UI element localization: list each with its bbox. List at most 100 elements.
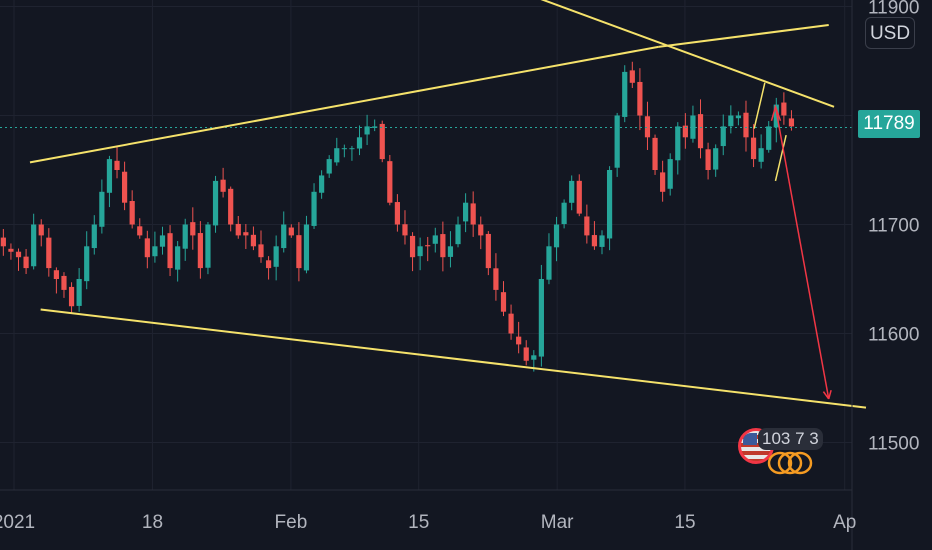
time-tick-label: 15 bbox=[408, 512, 429, 533]
candle-body bbox=[265, 260, 272, 269]
price-axis-labels[interactable]: 11500 11600 11700 11900 bbox=[868, 0, 919, 455]
projection-arrow[interactable] bbox=[770, 104, 832, 400]
candle-body bbox=[591, 235, 598, 247]
grid-lines bbox=[0, 0, 852, 490]
candle-body bbox=[364, 126, 370, 135]
price-tick-label: 11900 bbox=[868, 0, 919, 19]
candle-body bbox=[523, 347, 529, 361]
candle-body bbox=[713, 148, 719, 170]
candle-body bbox=[781, 102, 787, 116]
candle-body bbox=[493, 268, 499, 290]
trendline[interactable] bbox=[29, 45, 659, 164]
candle-body bbox=[311, 191, 317, 226]
price-tick-label: 11500 bbox=[868, 434, 919, 455]
wedge-line[interactable] bbox=[753, 82, 766, 129]
trendline[interactable] bbox=[419, 0, 835, 108]
candle-body bbox=[470, 203, 476, 225]
candle-body bbox=[705, 149, 711, 170]
trendline[interactable] bbox=[40, 308, 867, 409]
events-badge[interactable]: 103 7 3 bbox=[738, 426, 823, 478]
candle-body bbox=[190, 222, 196, 236]
candle-body bbox=[379, 123, 385, 160]
candle-body bbox=[167, 233, 173, 269]
wedge-line[interactable] bbox=[774, 134, 787, 182]
candle-body bbox=[675, 126, 681, 161]
candle-body bbox=[447, 246, 454, 257]
candle-body bbox=[46, 237, 52, 269]
candle-body bbox=[773, 104, 779, 128]
candle-body bbox=[341, 148, 347, 150]
time-tick-label: 18 bbox=[142, 512, 163, 533]
candle-body bbox=[720, 126, 726, 147]
candle-body bbox=[91, 224, 97, 249]
candle-body bbox=[440, 234, 446, 258]
time-tick-label: Mar bbox=[541, 512, 574, 533]
last-price-tag: 11789 bbox=[858, 110, 920, 138]
candle-body bbox=[175, 246, 181, 270]
candle-body bbox=[250, 234, 257, 247]
candle-body bbox=[432, 235, 438, 244]
candlesticks bbox=[0, 61, 795, 372]
candle-body bbox=[417, 246, 423, 257]
candle-body bbox=[31, 224, 37, 267]
candle-body bbox=[99, 191, 105, 227]
candle-body bbox=[220, 179, 226, 192]
events-count: 103 7 3 bbox=[758, 428, 823, 450]
candle-body bbox=[690, 115, 696, 139]
candle-body bbox=[228, 188, 234, 225]
candle-body bbox=[485, 233, 491, 269]
candle-body bbox=[356, 137, 363, 149]
candle-body bbox=[0, 237, 6, 247]
candle-body bbox=[281, 224, 287, 249]
candle-body bbox=[660, 172, 666, 192]
candle-body bbox=[425, 245, 431, 247]
candle-body bbox=[394, 202, 400, 225]
candle-body bbox=[152, 246, 158, 257]
projection-line[interactable] bbox=[774, 106, 830, 400]
candle-body bbox=[326, 159, 332, 174]
time-axis-labels[interactable]: 2021 18 Feb 15 Mar 15 Ap bbox=[0, 512, 856, 533]
candle-body bbox=[637, 81, 643, 116]
candle-body bbox=[463, 202, 469, 222]
candle-body bbox=[508, 313, 514, 334]
trendline[interactable] bbox=[658, 24, 829, 48]
candle-body bbox=[728, 115, 734, 127]
candle-body bbox=[667, 159, 673, 189]
candle-body bbox=[682, 125, 688, 138]
time-tick-label: 15 bbox=[674, 512, 695, 533]
candle-body bbox=[243, 232, 249, 236]
candle-body bbox=[76, 279, 82, 306]
candle-body bbox=[296, 235, 302, 269]
candle-body bbox=[644, 116, 651, 138]
candle-body bbox=[387, 161, 393, 203]
candle-body bbox=[561, 202, 567, 225]
candle-body bbox=[743, 112, 749, 138]
candle-body bbox=[106, 159, 113, 193]
candle-body bbox=[182, 224, 188, 249]
candle-body bbox=[84, 246, 90, 282]
candle-body bbox=[129, 201, 135, 225]
candle-body bbox=[735, 115, 742, 119]
candle-body bbox=[622, 71, 628, 117]
candle-body bbox=[538, 279, 544, 357]
price-tick-label: 11600 bbox=[868, 325, 919, 346]
candle-body bbox=[235, 223, 241, 236]
candle-body bbox=[750, 137, 757, 160]
projection-arrowhead bbox=[822, 391, 830, 400]
candle-body bbox=[53, 270, 59, 279]
candle-body bbox=[258, 244, 264, 258]
candle-body bbox=[409, 235, 416, 258]
candle-body bbox=[516, 336, 522, 345]
currency-unit-label[interactable]: USD bbox=[865, 17, 915, 49]
candle-body bbox=[159, 235, 166, 247]
candle-body bbox=[144, 238, 150, 258]
trendlines[interactable] bbox=[29, 0, 867, 409]
candle-body bbox=[697, 114, 704, 149]
candle-body bbox=[766, 126, 772, 150]
candle-body bbox=[68, 286, 75, 307]
candle-body bbox=[531, 355, 537, 360]
candle-body bbox=[121, 171, 128, 203]
projection-arrowhead bbox=[828, 390, 832, 400]
projection-start-marker bbox=[770, 104, 782, 122]
